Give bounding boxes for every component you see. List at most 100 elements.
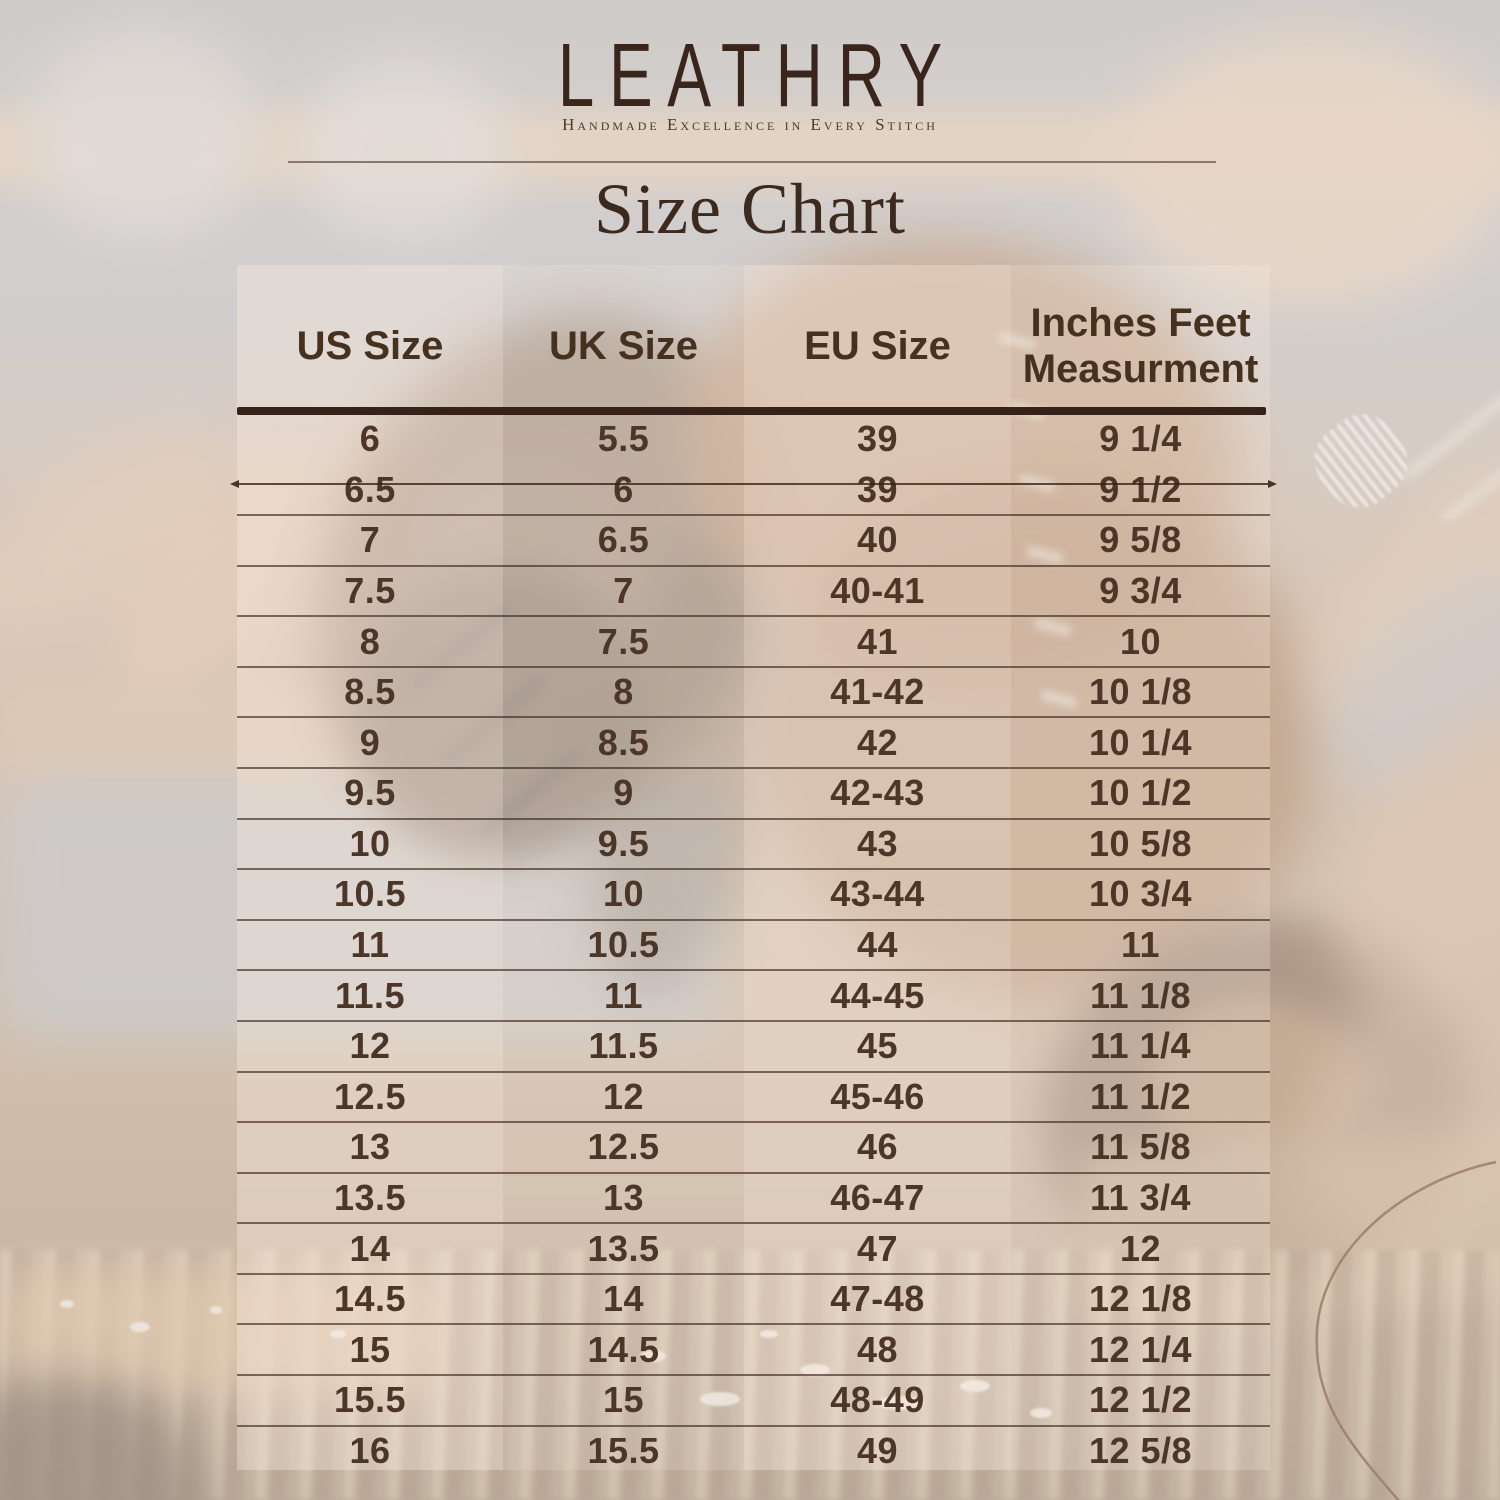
table-cell: 6.5	[344, 468, 396, 510]
table-row: 13 12.5 46 11 5/8	[237, 1123, 1270, 1174]
table-cell: 11 1/2	[1089, 1075, 1192, 1117]
table-row: 6.5 6 39 9 1/2	[237, 466, 1270, 517]
table-cell: 11 5/8	[1089, 1126, 1192, 1168]
table-cell: 42-43	[830, 772, 925, 814]
table-cell: 8.5	[344, 671, 396, 713]
column-header-uk-size: UK Size	[549, 324, 698, 368]
table-cell: 9 3/4	[1099, 570, 1182, 612]
table-cell: 11	[603, 974, 644, 1016]
table-row: 13.5 13 46-47 11 3/4	[237, 1174, 1270, 1225]
table-cell: 7	[359, 519, 381, 561]
table-cell: 16	[349, 1429, 391, 1471]
table-cell: 9.5	[597, 822, 650, 864]
table-cell: 11.5	[334, 974, 406, 1016]
table-cell: 12 5/8	[1088, 1429, 1193, 1471]
table-cell: 11	[1120, 924, 1161, 966]
table-row: 16 15.5 49 12 5/8	[237, 1427, 1270, 1476]
table-cell: 12	[349, 1025, 391, 1067]
table-cell: 39	[856, 468, 899, 510]
table-cell: 8	[613, 671, 634, 713]
table-cell: 11 1/4	[1089, 1025, 1192, 1067]
table-cell: 7	[613, 570, 634, 612]
table-row: 9.5 9 42-43 10 1/2	[237, 769, 1270, 820]
table-cell: 40	[856, 519, 899, 561]
table-cell: 13.5	[587, 1227, 660, 1269]
table-cell: 6.5	[597, 519, 650, 561]
column-band-eu	[744, 265, 1011, 1470]
table-cell: 6	[359, 418, 381, 460]
table-row: 10.5 10 43-44 10 3/4	[237, 870, 1270, 921]
table-row: 7 6.5 40 9 5/8	[237, 516, 1270, 567]
table-cell: 45	[856, 1025, 899, 1067]
table-row: 15 14.5 48 12 1/4	[237, 1325, 1270, 1376]
table-cell: 11.5	[588, 1025, 659, 1067]
table-cell: 9 1/2	[1099, 468, 1182, 510]
table-cell: 10 1/8	[1088, 671, 1193, 713]
table-cell: 44	[856, 924, 899, 966]
table-cell: 9	[613, 772, 634, 814]
table-cell: 5.5	[597, 418, 650, 460]
table-header-row: US Size UK Size EU Size Inches Feet Meas…	[0, 290, 1500, 402]
table-cell: 41	[856, 620, 899, 662]
table-cell: 6	[613, 468, 634, 510]
table-cell: 47-48	[830, 1278, 925, 1320]
table-cell: 12	[1119, 1227, 1162, 1269]
table-cell: 11 1/8	[1089, 974, 1192, 1016]
header-underline	[237, 407, 1266, 415]
table-cell: 47	[856, 1227, 899, 1269]
column-header-eu-size: EU Size	[804, 324, 951, 368]
table-cell: 7.5	[597, 620, 650, 662]
table-cell: 11 3/4	[1089, 1176, 1192, 1218]
table-cell: 15	[349, 1328, 391, 1370]
table-cell: 8	[359, 620, 381, 662]
table-cell: 13.5	[333, 1176, 407, 1218]
table-cell: 13	[602, 1176, 645, 1218]
table-cell: 40-41	[830, 570, 925, 612]
table-cell: 12 1/2	[1088, 1379, 1193, 1421]
table-cell: 49	[856, 1429, 899, 1471]
table-row: 12.5 12 45-46 11 1/2	[237, 1073, 1270, 1124]
table-cell: 42	[856, 721, 899, 763]
column-header-inches-feet: Inches Feet Measurment	[1022, 301, 1259, 391]
table-cell: 12	[602, 1075, 645, 1117]
table-cell: 15.5	[587, 1429, 660, 1471]
table-cell: 48	[856, 1328, 899, 1370]
table-cell: 10 3/4	[1088, 873, 1193, 915]
table-row: 8.5 8 41-42 10 1/8	[237, 668, 1270, 719]
table-row: 8 7.5 41 10	[237, 617, 1270, 668]
table-cell: 14.5	[587, 1328, 660, 1370]
table-cell: 43-44	[830, 873, 925, 915]
table-row: 12 11.5 45 11 1/4	[237, 1022, 1270, 1073]
table-row: 7.5 7 40-41 9 3/4	[237, 567, 1270, 618]
table-row: 11 10.5 44 11	[237, 921, 1270, 972]
table-cell: 9 5/8	[1099, 519, 1182, 561]
table-cell: 9.5	[344, 772, 396, 814]
header-divider-line	[288, 161, 1216, 163]
table-cell: 45-46	[830, 1075, 925, 1117]
table-cell: 48-49	[830, 1379, 925, 1421]
table-cell: 13	[349, 1126, 391, 1168]
table-row: 11.5 11 44-45 11 1/8	[237, 971, 1270, 1022]
table-row: 9 8.5 42 10 1/4	[237, 718, 1270, 770]
table-cell: 14.5	[333, 1278, 407, 1320]
table-row: 10 9.5 43 10 5/8	[237, 820, 1270, 871]
column-header-us-size: US Size	[296, 324, 444, 368]
table-cell: 12.5	[333, 1075, 407, 1117]
table-body: 6 5.5 39 9 1/4 6.5 6 39 9 1/2 7 6.5 40 9 5/8 7.5 7 40-…	[237, 415, 1270, 1475]
table-cell: 10 5/8	[1088, 822, 1193, 864]
table-cell: 10	[602, 873, 645, 915]
table-cell: 11	[350, 924, 390, 966]
table-cell: 10.5	[587, 924, 660, 966]
column-band-uk	[503, 265, 744, 1470]
column-band-inches	[1011, 265, 1270, 1470]
brand-logo: LEATHRY	[557, 25, 957, 126]
page-title: Size Chart	[594, 168, 906, 249]
column-band-us	[237, 265, 503, 1470]
table-cell: 46	[856, 1126, 899, 1168]
table-cell: 46-47	[830, 1176, 925, 1218]
table-cell: 14	[349, 1227, 391, 1269]
table-row: 6 5.5 39 9 1/4	[237, 415, 1270, 466]
table-cell: 12.5	[587, 1126, 660, 1168]
